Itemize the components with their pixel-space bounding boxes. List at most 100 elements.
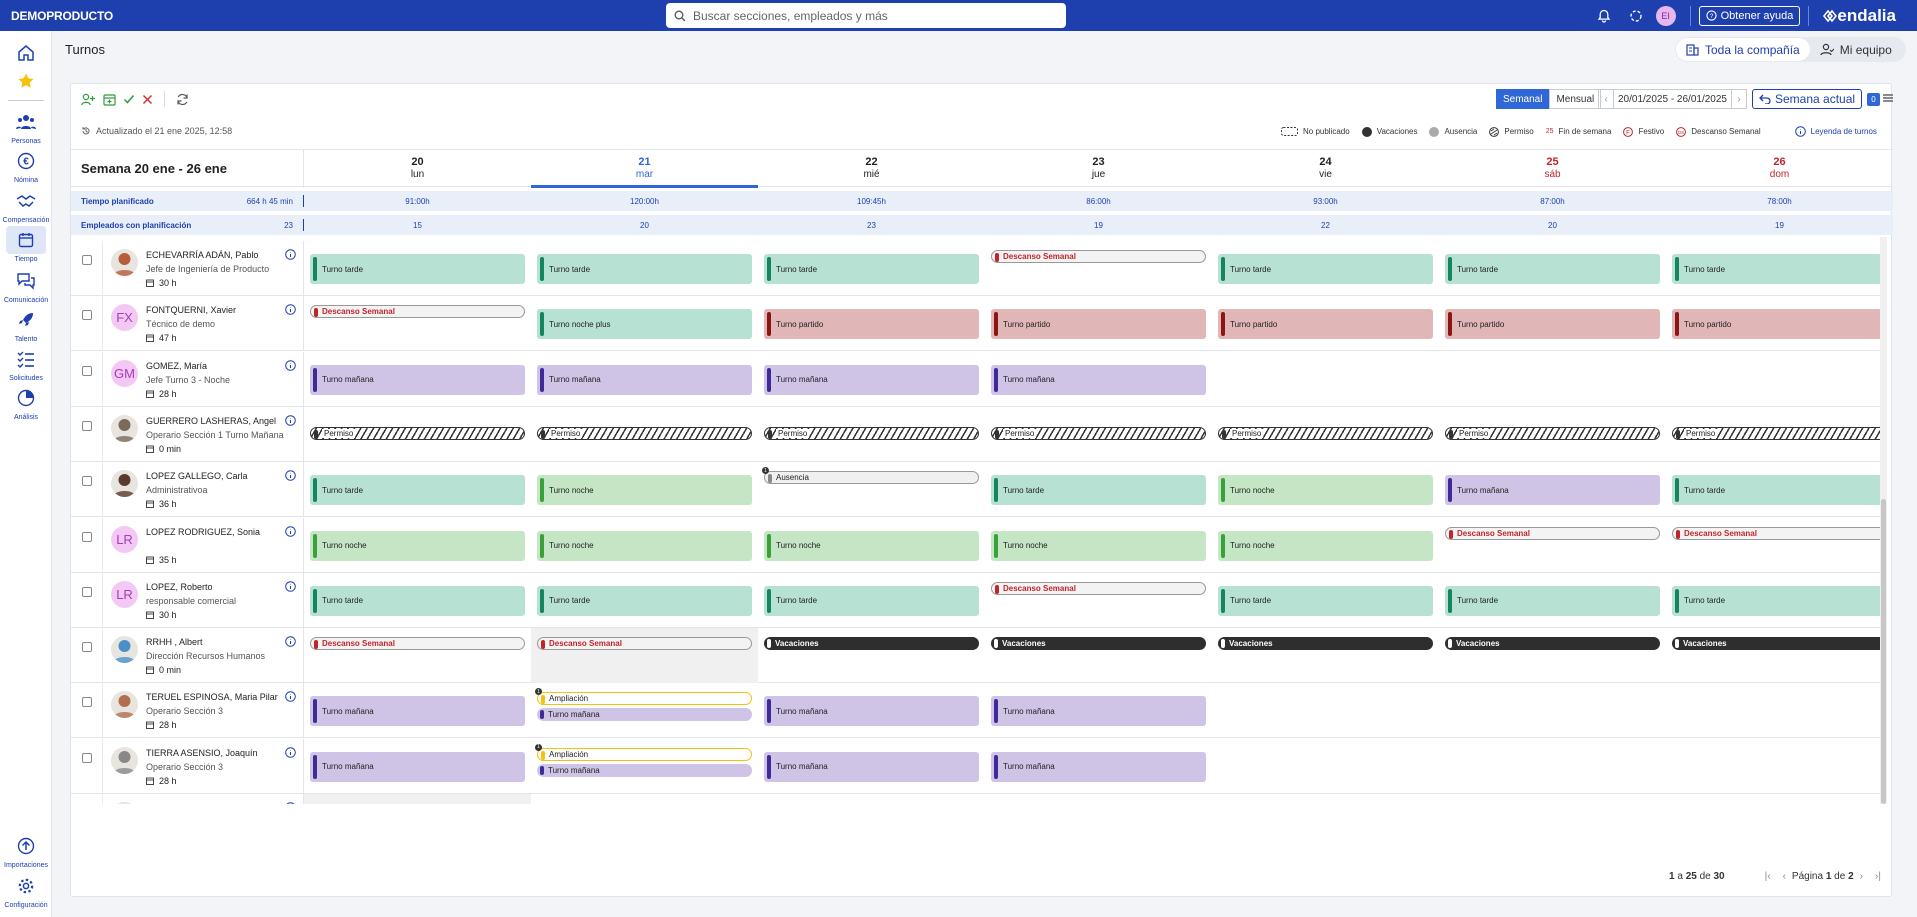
shift-tarde[interactable]: Turno tarde [537, 254, 752, 284]
shift-ampl[interactable]: Ampliación [537, 692, 752, 706]
scrollbar[interactable] [1880, 237, 1887, 804]
shift-noche[interactable]: Turno noche [764, 530, 979, 561]
info-icon[interactable] [285, 470, 296, 481]
prev-week-button[interactable]: ‹ [1604, 93, 1608, 105]
employee-name[interactable]: LOPEZ RODRIGUEZ, Sonia [146, 526, 261, 537]
shift-permiso[interactable]: Permiso [1445, 426, 1660, 440]
shift-tarde[interactable]: Turno tarde [310, 585, 525, 616]
shift-partido[interactable]: Turno partido [1672, 309, 1880, 340]
shift-tarde[interactable]: Turno tarde [1672, 254, 1880, 284]
shift-noche[interactable]: Turno noche [310, 530, 525, 561]
sidebar-item-talento[interactable]: Talento [0, 306, 52, 343]
shift-tarde[interactable]: Turno tarde [1445, 254, 1660, 284]
shift-descanso[interactable]: Descanso Semanal [1672, 526, 1880, 540]
info-icon[interactable] [285, 746, 296, 758]
refresh-icon[interactable] [176, 93, 189, 106]
sidebar-item-configuracion[interactable]: Configuración [0, 872, 52, 909]
shift-descanso[interactable]: Descanso Semanal [537, 637, 752, 651]
row-checkbox[interactable] [82, 365, 92, 376]
info-icon[interactable] [285, 415, 296, 426]
last-page-button[interactable]: ›| [1874, 871, 1881, 882]
first-page-button[interactable]: |‹ [1764, 871, 1771, 882]
employee-name[interactable]: TERUEL ESPINOSA, Maria Pilar [146, 692, 278, 703]
row-checkbox[interactable] [82, 586, 92, 597]
shift-noche[interactable]: Turno noche [1218, 475, 1433, 506]
info-icon[interactable] [285, 359, 296, 371]
shift-descanso[interactable]: Descanso Semanal [310, 637, 525, 651]
shift-descanso[interactable]: Descanso Semanal [991, 250, 1206, 263]
shift-nplus[interactable]: Turno noche plus [537, 309, 752, 340]
add-shift-icon[interactable] [103, 93, 116, 106]
employee-name[interactable]: GOMEZ, María [146, 360, 208, 371]
employee-name[interactable]: FONTQUERNI, Xavier [146, 305, 237, 316]
sidebar-item-compensacion[interactable]: Compensación [0, 187, 52, 224]
shift-manana[interactable]: Turno mañana [764, 364, 979, 395]
shift-permiso[interactable]: Permiso [1672, 426, 1880, 440]
day-header-mar[interactable]: 21 mar [531, 156, 758, 188]
shift-legend-link[interactable]: Leyenda de turnos [1794, 126, 1877, 137]
shift-noche[interactable]: Turno noche [991, 530, 1206, 561]
shift-tarde[interactable]: Turno tarde [1218, 254, 1433, 284]
bell-icon[interactable] [1592, 4, 1616, 28]
shift-tarde[interactable]: Turno tarde [991, 475, 1206, 506]
shift-permiso[interactable]: Permiso [764, 426, 979, 440]
shift-ampl[interactable]: Ampliación [537, 747, 752, 761]
row-checkbox[interactable] [82, 255, 92, 265]
shift-vac[interactable]: Vacaciones [764, 637, 979, 651]
day-header-lun[interactable]: 20 lun [304, 156, 531, 180]
shift-tarde[interactable]: Turno tarde [1672, 585, 1880, 616]
sidebar-item-importaciones[interactable]: Importaciones [0, 832, 52, 869]
shift-vac[interactable]: Vacaciones [1672, 637, 1880, 651]
shift-manana[interactable]: Turno mañana [991, 696, 1206, 727]
shift-noche[interactable]: Turno noche [537, 530, 752, 561]
shift-tarde[interactable]: Turno tarde [764, 585, 979, 616]
shift-permiso[interactable]: Permiso [991, 426, 1206, 440]
sync-icon[interactable] [1624, 4, 1648, 28]
next-week-button[interactable]: › [1737, 93, 1741, 105]
shift-manana[interactable]: Turno mañana [537, 364, 752, 395]
close-icon[interactable] [142, 94, 153, 105]
info-icon[interactable] [285, 636, 296, 647]
employee-name[interactable]: RRHH , Albert [146, 637, 203, 648]
sidebar-item-comunicacion[interactable]: Comunicación [0, 267, 52, 304]
shift-vac[interactable]: Vacaciones [1445, 637, 1660, 651]
shift-tarde[interactable]: Turno tarde [764, 254, 979, 284]
row-checkbox[interactable] [82, 752, 92, 763]
employee-name[interactable]: TIERRA ASENSIO, Joaquín [146, 747, 258, 758]
scope-team-button[interactable]: Mi equipo [1810, 38, 1902, 61]
shift-partido[interactable]: Turno partido [991, 309, 1206, 340]
shift-manana[interactable]: Turno mañana [764, 751, 979, 782]
help-button[interactable]: ? Obtener ayuda [1698, 5, 1801, 26]
shift-tarde[interactable]: Turno tarde [310, 475, 525, 506]
info-icon[interactable] [285, 525, 296, 537]
row-checkbox[interactable] [82, 310, 92, 321]
shift-manana[interactable]: Turno mañana [310, 751, 525, 782]
shift-partido[interactable]: Turno partido [1445, 309, 1660, 340]
menu-icon[interactable] [1883, 93, 1893, 103]
shift-manana[interactable]: Turno mañana [764, 696, 979, 727]
row-checkbox[interactable] [82, 642, 92, 653]
day-header-dom[interactable]: 26 dom [1666, 156, 1893, 180]
info-icon[interactable] [285, 304, 296, 316]
shift-noche[interactable]: Turno noche [1218, 530, 1433, 561]
day-header-vie[interactable]: 24 vie [1212, 156, 1439, 180]
sidebar-item-personas[interactable]: Personas [0, 108, 52, 145]
shift-manana[interactable]: Turno mañana [991, 751, 1206, 782]
shift-vac[interactable]: Vacaciones [1218, 637, 1433, 651]
shift-descanso[interactable]: Descanso Semanal [1445, 526, 1660, 540]
info-icon[interactable] [285, 580, 296, 592]
shift-tarde[interactable]: Turno tarde [1218, 585, 1433, 616]
sidebar-item-tiempo[interactable]: Tiempo [0, 226, 52, 263]
employee-name[interactable]: LOPEZ GALLEGO, Carla [146, 471, 248, 482]
shift-partido[interactable]: Turno partido [764, 309, 979, 340]
shift-descanso[interactable]: Descanso Semanal [310, 305, 525, 319]
shift-tarde[interactable]: Turno tarde [1445, 585, 1660, 616]
day-header-mié[interactable]: 22 mié [758, 156, 985, 180]
shift-manana[interactable]: Turno mañana [991, 364, 1206, 395]
next-page-button[interactable]: › [1859, 871, 1863, 882]
view-week-button[interactable]: Semanal [1496, 89, 1550, 109]
info-icon[interactable] [285, 802, 296, 804]
employee-name[interactable]: TRUEBA HINOJOSA, Antonio [146, 803, 286, 804]
row-checkbox[interactable] [82, 697, 92, 708]
employee-name[interactable]: GUERRERO LASHERAS, Angel [146, 415, 277, 426]
